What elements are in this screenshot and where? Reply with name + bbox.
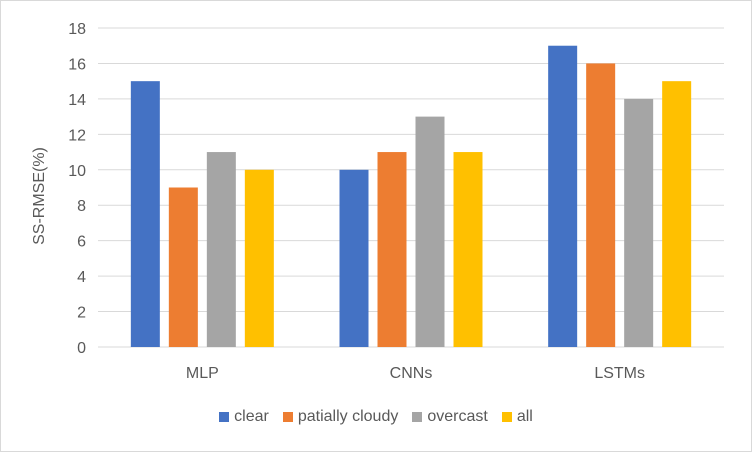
legend-item: overcast (412, 408, 488, 426)
legend-label: all (516, 408, 533, 425)
legend: clear patially cloudy overcast all (0, 408, 752, 426)
bar-lstms-overcast (624, 98, 654, 347)
y-tick-label: 16 (68, 56, 86, 73)
bar-mlp-overcast (206, 152, 236, 347)
bar-lstms-patially-cloudy (586, 63, 616, 347)
legend-label: patially cloudy (297, 408, 399, 425)
y-tick-label: 12 (68, 127, 86, 144)
legend-item: clear (219, 408, 269, 426)
y-tick-label: 6 (77, 234, 86, 251)
legend-swatch (412, 412, 423, 422)
bar-mlp-clear (130, 81, 160, 348)
y-tick-label: 4 (77, 269, 86, 286)
y-tick-label: 18 (68, 21, 86, 38)
x-tick-label: CNNs (390, 365, 433, 382)
y-tick-label: 8 (77, 198, 86, 215)
legend-item: patially cloudy (282, 408, 399, 426)
y-tick-label: 14 (68, 92, 86, 109)
bars (130, 45, 692, 348)
x-tick-label: LSTMs (594, 365, 645, 382)
gridlines (98, 27, 724, 348)
legend-swatch (501, 412, 512, 422)
bar-lstms-all (662, 81, 692, 348)
y-axis-label: SS-RMSE(%) (31, 147, 48, 245)
legend-label: clear (234, 408, 269, 425)
y-tick-label: 2 (77, 305, 86, 322)
legend-label: overcast (427, 408, 488, 425)
y-tick-labels: 0 2 4 6 8 10 12 14 16 18 (68, 21, 86, 357)
bar-mlp-all (244, 169, 274, 347)
legend-swatch (219, 412, 230, 422)
bar-cnns-patially-cloudy (377, 152, 407, 347)
legend-item: all (501, 408, 533, 426)
y-tick-label: 0 (77, 340, 86, 357)
bar-cnns-all (453, 152, 483, 347)
legend-swatch (282, 412, 293, 422)
bar-mlp-patially-cloudy (168, 187, 198, 347)
bar-cnns-overcast (415, 116, 445, 347)
bar-lstms-clear (548, 45, 578, 347)
y-tick-label: 10 (68, 163, 86, 180)
x-tick-label: MLP (186, 365, 219, 382)
x-tick-labels: MLP CNNs LSTMs (186, 365, 645, 382)
bar-cnns-clear (339, 169, 369, 347)
